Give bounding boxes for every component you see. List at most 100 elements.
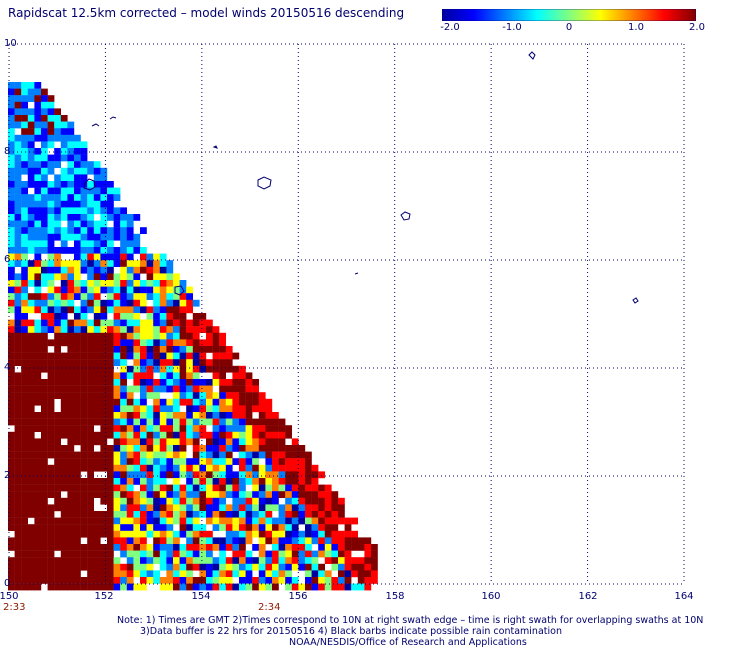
swath-cell	[212, 332, 220, 340]
swath-cell	[140, 398, 147, 406]
swath-cell	[186, 306, 193, 314]
swath-cell	[87, 550, 94, 558]
swath-cell	[113, 412, 121, 419]
swath-cell	[8, 233, 15, 241]
swath-cell	[54, 359, 61, 366]
swath-cell	[93, 405, 101, 413]
swath-cell	[21, 484, 28, 492]
swath-cell	[311, 471, 319, 479]
swath-cell	[133, 266, 141, 274]
swath-cell	[21, 524, 28, 531]
swath-cell	[245, 471, 253, 479]
swath-cell	[140, 365, 147, 373]
swath-cell	[212, 359, 220, 366]
swath-cell	[14, 418, 22, 426]
swath-cell	[67, 339, 75, 347]
swath-cell	[87, 200, 94, 208]
swath-cell	[311, 583, 319, 591]
swath-cell	[272, 544, 279, 551]
swath-cell	[41, 491, 48, 498]
swath-cell	[140, 464, 147, 472]
swath-cell	[113, 438, 121, 446]
swath-cell	[338, 557, 345, 564]
swath-cell	[60, 451, 68, 459]
swath-cell	[93, 557, 101, 564]
swath-cell	[67, 425, 75, 432]
swath-cell	[192, 412, 200, 419]
swath-cell	[232, 392, 240, 399]
swath-cell	[93, 326, 101, 333]
swath-cell	[87, 398, 94, 406]
swath-cell	[8, 187, 15, 195]
swath-cell	[291, 544, 299, 551]
swath-cell	[285, 530, 292, 538]
swath-cell	[21, 412, 28, 419]
swath-cell	[93, 306, 101, 314]
swath-cell	[27, 478, 35, 485]
swath-cell	[192, 385, 200, 393]
swath-cell	[107, 451, 114, 459]
swath-cell	[41, 200, 48, 208]
swath-cell	[344, 524, 352, 531]
swath-cell	[41, 313, 48, 320]
swath-cell	[179, 484, 187, 492]
swath-cell	[41, 484, 48, 492]
swath-cell	[140, 293, 147, 300]
swath-cell	[74, 418, 81, 426]
swath-cell	[192, 537, 200, 545]
swath-cell	[120, 511, 127, 518]
swath-cell	[67, 141, 75, 149]
swath-cell	[212, 471, 220, 479]
swath-cell	[245, 392, 253, 399]
swath-cell	[192, 326, 200, 333]
swath-cell	[126, 326, 134, 333]
swath-cell	[140, 537, 147, 545]
swath-cell	[80, 497, 88, 505]
island-outline	[354, 272, 359, 275]
swath-cell	[212, 583, 220, 591]
swath-cell	[41, 365, 48, 373]
swath-cell	[186, 458, 193, 465]
swath-cell	[258, 484, 266, 492]
swath-cell	[351, 537, 358, 545]
swath-cell	[192, 524, 200, 531]
swath-cell	[186, 563, 193, 571]
swath-cell	[126, 240, 134, 248]
swath-cell	[14, 497, 22, 505]
swath-cell	[153, 570, 160, 578]
swath-cell	[239, 511, 246, 518]
swath-cell	[153, 286, 160, 294]
swath-cell	[305, 530, 312, 538]
swath-cell	[113, 537, 121, 545]
swath-cell	[219, 544, 226, 551]
swath-cell	[166, 365, 174, 373]
swath-cell	[80, 313, 88, 320]
swath-cell	[232, 570, 240, 578]
swath-cell	[8, 517, 15, 525]
swath-cell	[74, 227, 81, 234]
swath-cell	[34, 583, 42, 591]
swath-cell	[47, 108, 55, 116]
swath-cell	[219, 412, 226, 419]
swath-cell	[67, 299, 75, 307]
swath-cell	[113, 214, 121, 221]
swath-cell	[80, 253, 88, 261]
swath-cell	[54, 121, 61, 129]
swath-cell	[21, 497, 28, 505]
swath-cell	[166, 339, 174, 347]
swath-cell	[41, 511, 48, 518]
swath-cell	[47, 253, 55, 261]
swath-cell	[8, 161, 15, 168]
swath-cell	[34, 306, 42, 314]
swath-cell	[60, 557, 68, 564]
lon-tick-150: 150	[0, 591, 19, 602]
swath-cell	[100, 544, 108, 551]
swath-cell	[47, 286, 55, 294]
swath-cell	[331, 504, 339, 512]
swath-cell	[54, 431, 61, 439]
swath-cell	[34, 372, 42, 380]
island-outline	[91, 123, 100, 127]
swath-cell	[206, 339, 213, 347]
swath-cell	[93, 319, 101, 327]
swath-cell	[21, 392, 28, 399]
